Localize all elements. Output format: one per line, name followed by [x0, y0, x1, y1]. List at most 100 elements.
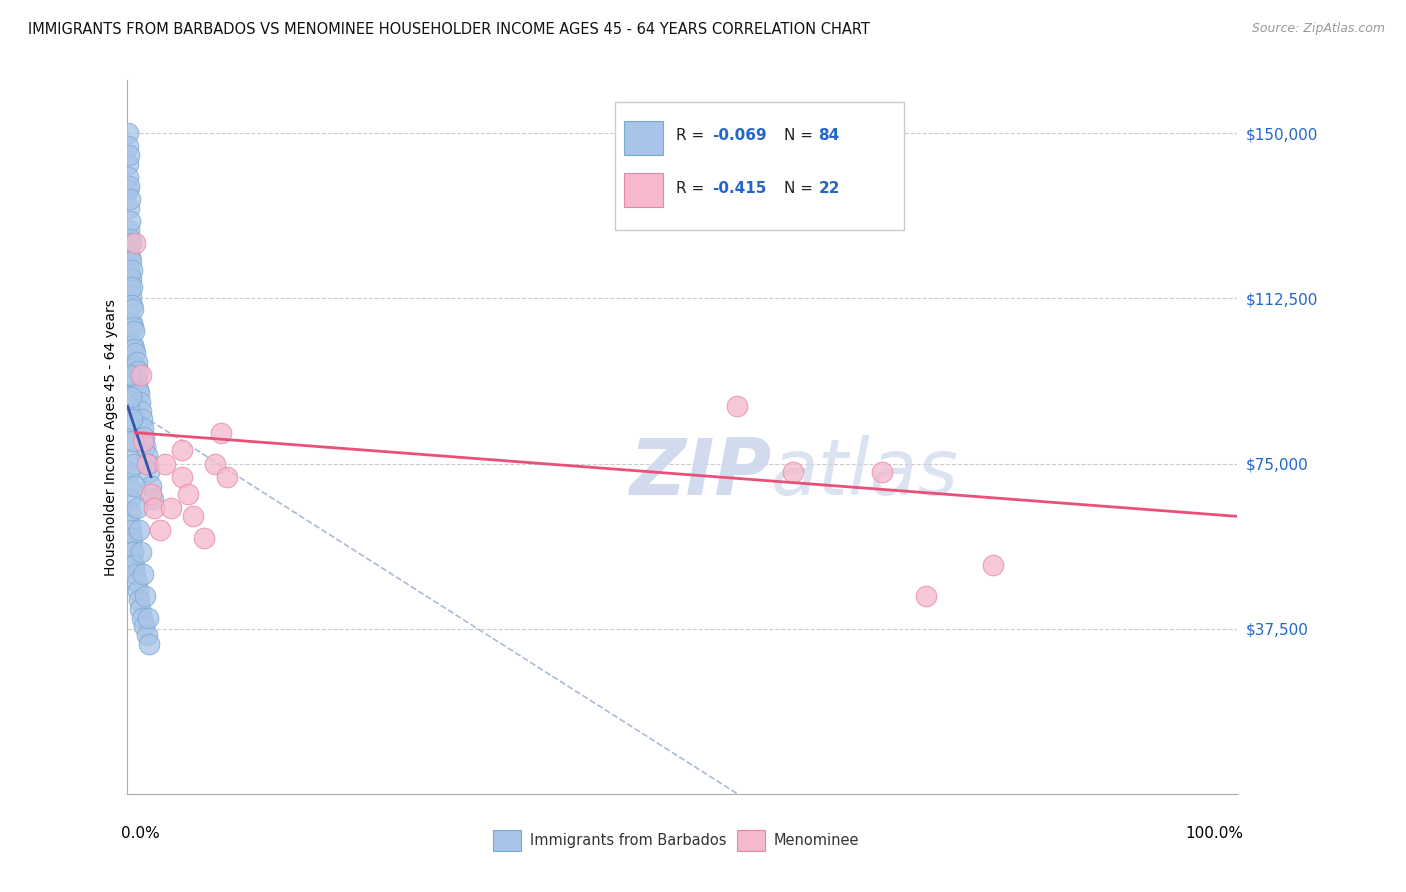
Point — [121, 532, 143, 546]
Text: N =: N = — [785, 128, 818, 144]
Point — [121, 316, 143, 330]
Point — [127, 584, 149, 599]
Point — [134, 619, 156, 633]
Point — [127, 364, 149, 378]
Point — [129, 544, 152, 558]
Point — [118, 201, 141, 215]
Point — [120, 253, 142, 268]
Point — [204, 457, 226, 471]
Point — [139, 487, 162, 501]
Text: Immigrants from Barbados: Immigrants from Barbados — [530, 833, 727, 847]
Point — [160, 500, 183, 515]
Point — [128, 386, 150, 401]
Point — [139, 478, 162, 492]
Point — [132, 421, 155, 435]
Text: ZIP: ZIP — [628, 434, 770, 511]
Point — [118, 241, 141, 255]
Point — [117, 170, 139, 185]
Point — [142, 491, 165, 506]
Bar — [624, 121, 664, 155]
FancyBboxPatch shape — [616, 102, 904, 230]
Point — [128, 602, 150, 616]
Text: Menominee: Menominee — [775, 833, 859, 847]
Text: 100.0%: 100.0% — [1185, 826, 1243, 841]
Point — [209, 425, 232, 440]
Point — [120, 289, 142, 303]
Point — [135, 457, 157, 471]
Point — [135, 448, 157, 462]
Point — [121, 412, 143, 426]
Point — [118, 148, 141, 162]
Point — [155, 457, 177, 471]
Text: 84: 84 — [818, 128, 839, 144]
Point — [127, 382, 149, 396]
Point — [122, 302, 145, 317]
Point — [120, 536, 142, 550]
Point — [121, 262, 143, 277]
Point — [124, 359, 146, 374]
Point — [118, 214, 141, 228]
Point — [124, 324, 146, 338]
Point — [118, 280, 141, 294]
Point — [132, 566, 155, 581]
Point — [981, 558, 1004, 572]
Text: -0.069: -0.069 — [711, 128, 766, 144]
Point — [117, 126, 139, 140]
Point — [118, 518, 141, 533]
Bar — [738, 830, 765, 851]
Point — [117, 183, 139, 197]
Text: 0.0%: 0.0% — [121, 826, 160, 841]
Point — [118, 192, 141, 206]
Point — [118, 223, 141, 237]
Point — [128, 523, 150, 537]
Text: -0.415: -0.415 — [711, 180, 766, 195]
Y-axis label: Householder Income Ages 45 - 64 years: Householder Income Ages 45 - 64 years — [104, 299, 118, 575]
Point — [117, 157, 139, 171]
Point — [136, 610, 159, 624]
Point — [118, 368, 141, 383]
Text: IMMIGRANTS FROM BARBADOS VS MENOMINEE HOUSEHOLDER INCOME AGES 45 - 64 YEARS CORR: IMMIGRANTS FROM BARBADOS VS MENOMINEE HO… — [28, 22, 870, 37]
Point — [122, 337, 145, 351]
Point — [118, 452, 141, 467]
Point — [128, 394, 150, 409]
Point — [128, 593, 150, 607]
Point — [117, 399, 139, 413]
Point — [120, 271, 142, 285]
Point — [193, 532, 215, 546]
Point — [915, 589, 938, 603]
Point — [143, 500, 166, 515]
Point — [124, 346, 146, 360]
Point — [138, 637, 160, 651]
Text: 22: 22 — [818, 180, 839, 195]
Point — [124, 558, 146, 572]
Text: N =: N = — [785, 180, 818, 195]
Point — [131, 412, 153, 426]
Point — [124, 566, 146, 581]
Point — [870, 466, 893, 480]
Point — [117, 417, 139, 431]
Point — [134, 430, 156, 444]
Point — [121, 280, 143, 294]
Point — [122, 558, 145, 572]
Point — [124, 478, 146, 492]
Point — [118, 466, 141, 480]
Point — [117, 139, 139, 153]
Bar — [494, 830, 520, 851]
Point — [138, 466, 160, 480]
Point — [121, 298, 143, 312]
Text: R =: R = — [676, 180, 710, 195]
Point — [118, 232, 141, 246]
Point — [125, 355, 148, 369]
Point — [149, 523, 172, 537]
Point — [782, 466, 804, 480]
Text: Source: ZipAtlas.com: Source: ZipAtlas.com — [1251, 22, 1385, 36]
Point — [118, 478, 141, 492]
Point — [125, 500, 148, 515]
Point — [118, 179, 141, 194]
Point — [129, 368, 152, 383]
Point — [122, 544, 145, 558]
Point — [134, 589, 156, 603]
Point — [132, 434, 155, 449]
Point — [134, 439, 156, 453]
Bar — [624, 173, 664, 207]
